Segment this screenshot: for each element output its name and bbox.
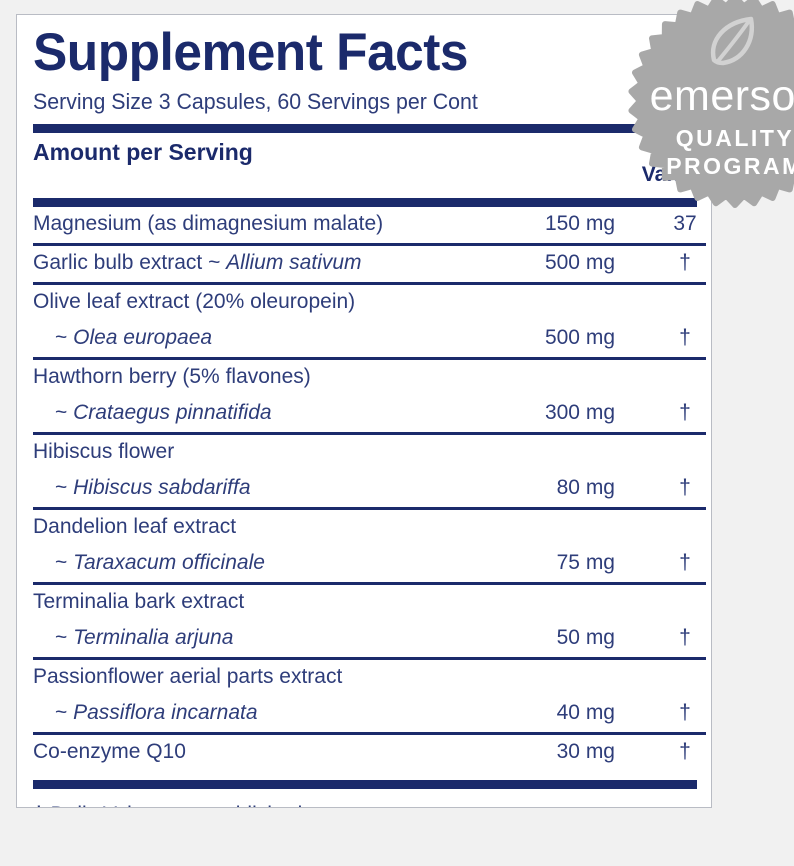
row-separator [33, 243, 706, 246]
ingredient-amount: 40 mg [556, 701, 615, 724]
tilde-mark: ~ [55, 401, 74, 424]
ingredient-name: Olive leaf extract (20% oleuropein) [33, 290, 356, 313]
tilde-mark: ~ [55, 326, 74, 349]
footnote-rule [33, 780, 697, 789]
row-separator [33, 357, 706, 360]
ingredient-amount: 150 mg [544, 212, 615, 235]
tilde-mark: ~ [55, 476, 74, 499]
ingredient-values-line: ~ Passiflora incarnata 40 mg † [33, 696, 697, 732]
badge-brand-text: emerson [650, 72, 794, 120]
header-rule-top [33, 124, 697, 133]
ingredient-name: Dandelion leaf extract [33, 515, 237, 538]
ingredient-name: Hawthorn berry (5% flavones) [33, 365, 311, 388]
ingredient-values-line: ~ Crataegus pinnatifida 300 mg † [33, 396, 697, 432]
daily-value-footnote: † Daily Value not established [33, 802, 697, 807]
ingredient-name: Magnesium (as dimagnesium malate) [33, 212, 384, 235]
ingredient-table: Magnesium (as dimagnesium malate) 150 mg 3… [33, 207, 706, 771]
ingredient-name-line: Terminalia bark extract [33, 585, 697, 621]
ingredient-name: Terminalia bark extract [33, 590, 245, 613]
row-separator [33, 732, 706, 735]
ingredient-daily-value: † [679, 626, 691, 649]
ingredient-daily-value: † [679, 476, 691, 499]
row-separator [33, 282, 706, 285]
row-separator [33, 657, 706, 660]
badge-program-text: PROGRAM [666, 153, 794, 179]
ingredient-values-line: ~ Terminalia arjuna 50 mg † [33, 621, 697, 657]
ingredient-name: Garlic bulb extract ~ Allium sativum [33, 250, 362, 276]
ingredient-name-line: Passionflower aerial parts extract [33, 660, 697, 696]
row-separator [33, 432, 706, 435]
ingredient-name: Hibiscus flower [33, 440, 175, 463]
table-row: Olive leaf extract (20% oleuropein) ~ Ole… [33, 285, 697, 357]
ingredient-scientific-name: ~ Hibiscus sabdariffa [55, 475, 251, 501]
leaf-icon [710, 16, 754, 66]
ingredient-name: Co-enzyme Q10 [33, 740, 186, 763]
supplement-facts-panel: Supplement Facts Serving Size 3 Capsules… [16, 14, 712, 808]
table-row: Passionflower aerial parts extract ~ Pass… [33, 660, 697, 732]
table-row: Hawthorn berry (5% flavones) ~ Crataegus … [33, 360, 697, 432]
ingredient-daily-value: † [679, 551, 691, 574]
ingredient-values-line: Garlic bulb extract ~ Allium sativum 500 … [33, 246, 697, 282]
ingredient-amount: 50 mg [556, 626, 615, 649]
ingredient-amount: 80 mg [556, 476, 615, 499]
ingredient-scientific-name: ~ Crataegus pinnatifida [55, 400, 272, 426]
ingredient-daily-value: † [679, 701, 691, 724]
tilde-mark: ~ [55, 701, 74, 724]
ingredient-name: Passionflower aerial parts extract [33, 665, 343, 688]
ingredient-scientific-name: ~ Olea europaea [55, 325, 212, 351]
scientific-name-text: Crataegus pinnatifida [73, 401, 272, 424]
tilde-mark: ~ [55, 551, 74, 574]
ingredient-common-name: Garlic bulb extract ~ [33, 251, 227, 274]
ingredient-name-line: Hibiscus flower [33, 435, 697, 471]
ingredient-daily-value: † [679, 326, 691, 349]
ingredient-name-line: Hawthorn berry (5% flavones) [33, 360, 697, 396]
ingredient-name-line: Olive leaf extract (20% oleuropein) [33, 285, 697, 321]
scientific-name-text: Hibiscus sabdariffa [73, 476, 251, 499]
row-separator [33, 507, 706, 510]
serving-size-line: Serving Size 3 Capsules, 60 Servings per… [33, 89, 478, 114]
scientific-name-text: Taraxacum officinale [73, 551, 265, 574]
tilde-mark: ~ [55, 626, 74, 649]
header-rule-bottom [33, 198, 697, 207]
ingredient-amount: 500 mg [544, 326, 615, 349]
ingredient-values-line: ~ Olea europaea 500 mg † [33, 321, 697, 357]
ingredient-amount: 500 mg [544, 251, 615, 274]
ingredient-values-line: ~ Taraxacum officinale 75 mg † [33, 546, 697, 582]
ingredient-daily-value: † [679, 740, 691, 763]
ingredient-name-line: Dandelion leaf extract [33, 510, 697, 546]
row-separator [33, 582, 706, 585]
scientific-name-text: Passiflora incarnata [73, 701, 258, 724]
badge-scalloped-circle [628, 0, 794, 208]
ingredient-scientific-name: ~ Taraxacum officinale [55, 550, 265, 576]
ingredient-amount: 300 mg [544, 401, 615, 424]
ingredient-values-line: Co-enzyme Q10 30 mg † [33, 735, 697, 771]
scientific-name-text: Allium sativum [226, 251, 362, 274]
ingredient-daily-value: † [679, 401, 691, 424]
table-column-headers: Amount per Serving % Valu [33, 133, 697, 195]
table-row: Garlic bulb extract ~ Allium sativum 500 … [33, 246, 697, 282]
ingredient-amount: 75 mg [556, 551, 615, 574]
table-row: Co-enzyme Q10 30 mg † [33, 735, 697, 771]
scientific-name-text: Terminalia arjuna [73, 626, 234, 649]
amount-per-serving-header: Amount per Serving [33, 139, 253, 165]
table-row: Terminalia bark extract ~ Terminalia arju… [33, 585, 697, 657]
ingredient-values-line: Magnesium (as dimagnesium malate) 150 mg 3… [33, 207, 697, 243]
ingredient-scientific-name: ~ Passiflora incarnata [55, 700, 258, 726]
table-row: Dandelion leaf extract ~ Taraxacum offici… [33, 510, 697, 582]
badge-scallop-shape [628, 0, 794, 208]
ingredient-daily-value: 37 [673, 212, 697, 235]
ingredient-values-line: ~ Hibiscus sabdariffa 80 mg † [33, 471, 697, 507]
ingredient-daily-value: † [679, 251, 691, 274]
ingredient-amount: 30 mg [556, 740, 615, 763]
page-title: Supplement Facts [33, 23, 469, 82]
badge-quality-text: QUALITY [676, 125, 794, 151]
ingredient-scientific-name: ~ Terminalia arjuna [55, 625, 233, 651]
table-row: Hibiscus flower ~ Hibiscus sabdariffa 80 m… [33, 435, 697, 507]
scientific-name-text: Olea europaea [73, 326, 213, 349]
table-row: Magnesium (as dimagnesium malate) 150 mg 3… [33, 207, 697, 243]
emerson-quality-program-badge: emerson QUALITY PROGRAM [628, 0, 794, 208]
